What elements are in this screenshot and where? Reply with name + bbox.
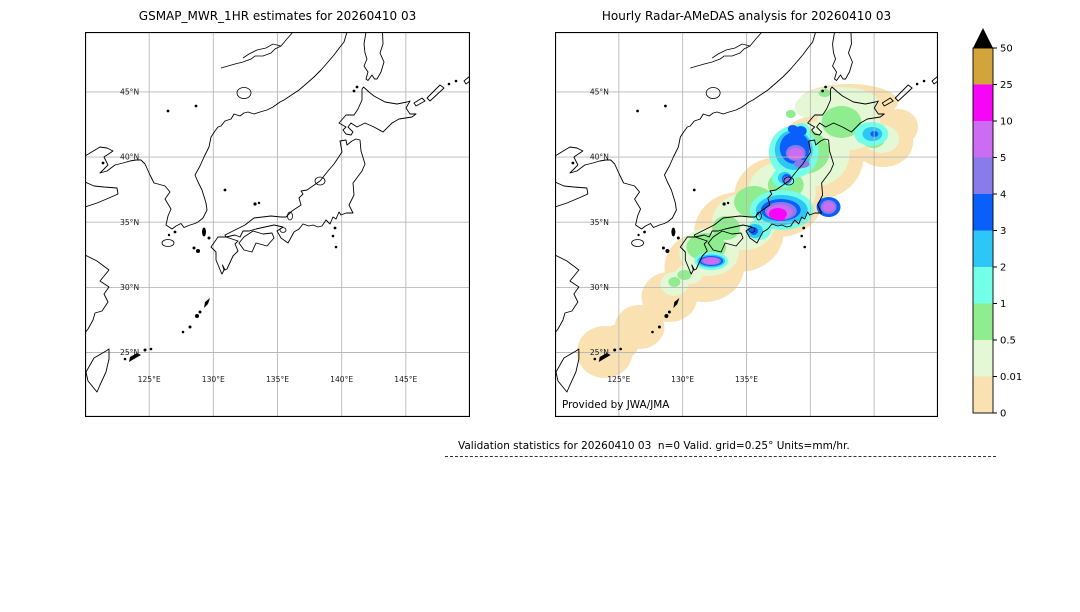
grid-lines — [85, 32, 470, 417]
right-panel-title: Hourly Radar-AMeDAS analysis for 2026041… — [601, 9, 892, 23]
lat-label: 45°N — [120, 88, 139, 97]
lon-label: 130°E — [202, 375, 225, 384]
lat-label: 40°N — [590, 153, 609, 162]
lat-label: 30°N — [120, 283, 139, 292]
colorbar-svg: 50 25 10 5 4 3 2 1 0.5 0.01 0 — [972, 28, 1022, 420]
precip-core-max — [776, 213, 786, 221]
colorbar-tick-label: 0 — [1000, 409, 1006, 420]
left-lat-labels: 45°N 40°N 35°N 30°N 25°N — [120, 88, 139, 358]
dashed-rule — [445, 456, 996, 457]
colorbar-tick-label: 1 — [1000, 299, 1006, 310]
colorbar: 50 25 10 5 4 3 2 1 0.5 0.01 0 — [966, 24, 1076, 424]
lat-label: 25°N — [590, 348, 609, 357]
colorbar-tick-labels: 50 25 10 5 4 3 2 1 0.5 0.01 0 — [1000, 44, 1022, 420]
lon-label: 135°E — [266, 375, 289, 384]
colorbar-tick-label: 25 — [1000, 80, 1013, 91]
grid-lines — [555, 32, 938, 417]
lat-label: 25°N — [120, 348, 139, 357]
colorbar-tick-label: 3 — [1000, 226, 1006, 237]
colorbar-tick-label: 4 — [1000, 190, 1006, 201]
colorbar-segment — [973, 376, 993, 413]
left-lon-labels: 125°E 130°E 135°E 140°E 145°E — [138, 375, 418, 384]
colorbar-tick-label: 50 — [1000, 44, 1013, 55]
colorbar-segment — [973, 230, 993, 267]
colorbar-segments — [973, 48, 993, 413]
validation-statistics-text: Validation statistics for 20260410 03 n=… — [458, 440, 850, 452]
colorbar-tick-label: 0.5 — [1000, 336, 1016, 347]
colorbar-segment — [973, 157, 993, 194]
right-lat-labels: 45°N 40°N 35°N 30°N 25°N — [590, 87, 609, 357]
colorbar-tick-label: 10 — [1000, 117, 1013, 128]
lon-label: 125°E — [607, 375, 630, 384]
lon-label: 145°E — [394, 375, 417, 384]
lat-label: 35°N — [120, 218, 139, 227]
lon-label: 135°E — [735, 375, 758, 384]
lon-label: 130°E — [671, 375, 694, 384]
map-border — [555, 32, 938, 417]
colorbar-segment — [973, 48, 993, 85]
colorbar-tick-label: 0.01 — [1000, 372, 1022, 383]
colorbar-segment — [973, 121, 993, 158]
left-map-svg: 45°N 40°N 35°N 30°N 25°N 125°E 130°E 135… — [85, 32, 470, 417]
colorbar-ticks — [993, 47, 997, 414]
lat-label: 40°N — [120, 153, 139, 162]
colorbar-segment — [973, 84, 993, 121]
right-map-svg: 45°N 40°N 35°N 30°N 25°N 125°E 130°E 135… — [555, 32, 938, 417]
lat-label: 35°N — [590, 218, 609, 227]
colorbar-tick-label: 2 — [1000, 263, 1006, 274]
colorbar-segment — [973, 340, 993, 377]
map-border — [85, 32, 470, 417]
right-map-panel: 45°N 40°N 35°N 30°N 25°N 125°E 130°E 135… — [555, 32, 938, 417]
lat-label: 45°N — [590, 87, 609, 96]
colorbar-segment — [973, 194, 993, 231]
lon-label: 140°E — [330, 375, 353, 384]
left-map-panel: 45°N 40°N 35°N 30°N 25°N 125°E 130°E 135… — [85, 32, 470, 417]
colorbar-segment — [973, 267, 993, 304]
over-range-arrow-icon — [973, 28, 993, 48]
lat-label: 30°N — [590, 283, 609, 292]
colorbar-segment — [973, 303, 993, 340]
left-panel-title: GSMAP_MWR_1HR estimates for 20260410 03 — [138, 9, 417, 23]
lon-label: 125°E — [138, 375, 161, 384]
coastline — [85, 32, 470, 393]
credit-text: Provided by JWA/JMA — [562, 399, 670, 411]
colorbar-tick-label: 5 — [1000, 153, 1006, 164]
right-lon-labels: 125°E 130°E 135°E — [607, 375, 758, 384]
